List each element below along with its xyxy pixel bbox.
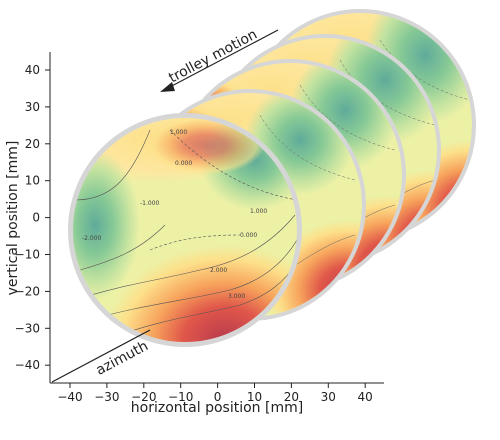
contour-label: 1.000 bbox=[250, 208, 267, 215]
y-tick-label: −30 bbox=[15, 321, 40, 335]
y-tick-label: 40 bbox=[25, 63, 40, 77]
azimuth-annotation: azimuth bbox=[51, 329, 151, 383]
x-tick-label: 0 bbox=[214, 390, 222, 404]
y-tick-label: −20 bbox=[15, 284, 40, 298]
contour-label: 1.000 bbox=[170, 129, 187, 136]
contour-label: 2.000 bbox=[210, 267, 227, 274]
x-tick-label: −10 bbox=[168, 390, 193, 404]
azimuth-line bbox=[51, 329, 151, 383]
y-tick-label: 10 bbox=[25, 174, 40, 188]
y-tick-label: −10 bbox=[15, 248, 40, 262]
x-ticks: −40 −30 −20 −10 0 10 20 30 40 bbox=[57, 383, 373, 404]
x-tick-label: 30 bbox=[321, 390, 336, 404]
x-tick-label: 40 bbox=[358, 390, 373, 404]
contour-label: -1.000 bbox=[140, 200, 160, 207]
y-tick-label: 0 bbox=[32, 211, 40, 225]
contour-labels: 1.000 0.000 -1.000 2.000 3.000 -2.000 1.… bbox=[82, 129, 267, 300]
y-tick-label: 20 bbox=[25, 137, 40, 151]
x-axis-label: horizontal position [mm] bbox=[131, 400, 303, 416]
contour-label: -2.000 bbox=[82, 235, 102, 242]
y-tick-label: 30 bbox=[25, 100, 40, 114]
x-tick-label: 20 bbox=[284, 390, 299, 404]
contour-label: 3.000 bbox=[228, 293, 245, 300]
trolley-arrow-head-icon bbox=[160, 82, 175, 92]
x-tick-label: −40 bbox=[57, 390, 82, 404]
x-tick-label: −20 bbox=[131, 390, 156, 404]
contour-label: 0.000 bbox=[240, 232, 257, 239]
x-tick-label: −30 bbox=[94, 390, 119, 404]
y-tick-label: −40 bbox=[15, 358, 40, 372]
trolley-arrow-line bbox=[167, 29, 279, 89]
contour-label: 0.000 bbox=[175, 160, 192, 167]
y-axis-label: vertical position [mm] bbox=[5, 141, 21, 296]
x-tick-label: 10 bbox=[247, 390, 262, 404]
y-ticks: 40 30 20 10 0 −10 −20 −30 −40 bbox=[15, 63, 50, 372]
